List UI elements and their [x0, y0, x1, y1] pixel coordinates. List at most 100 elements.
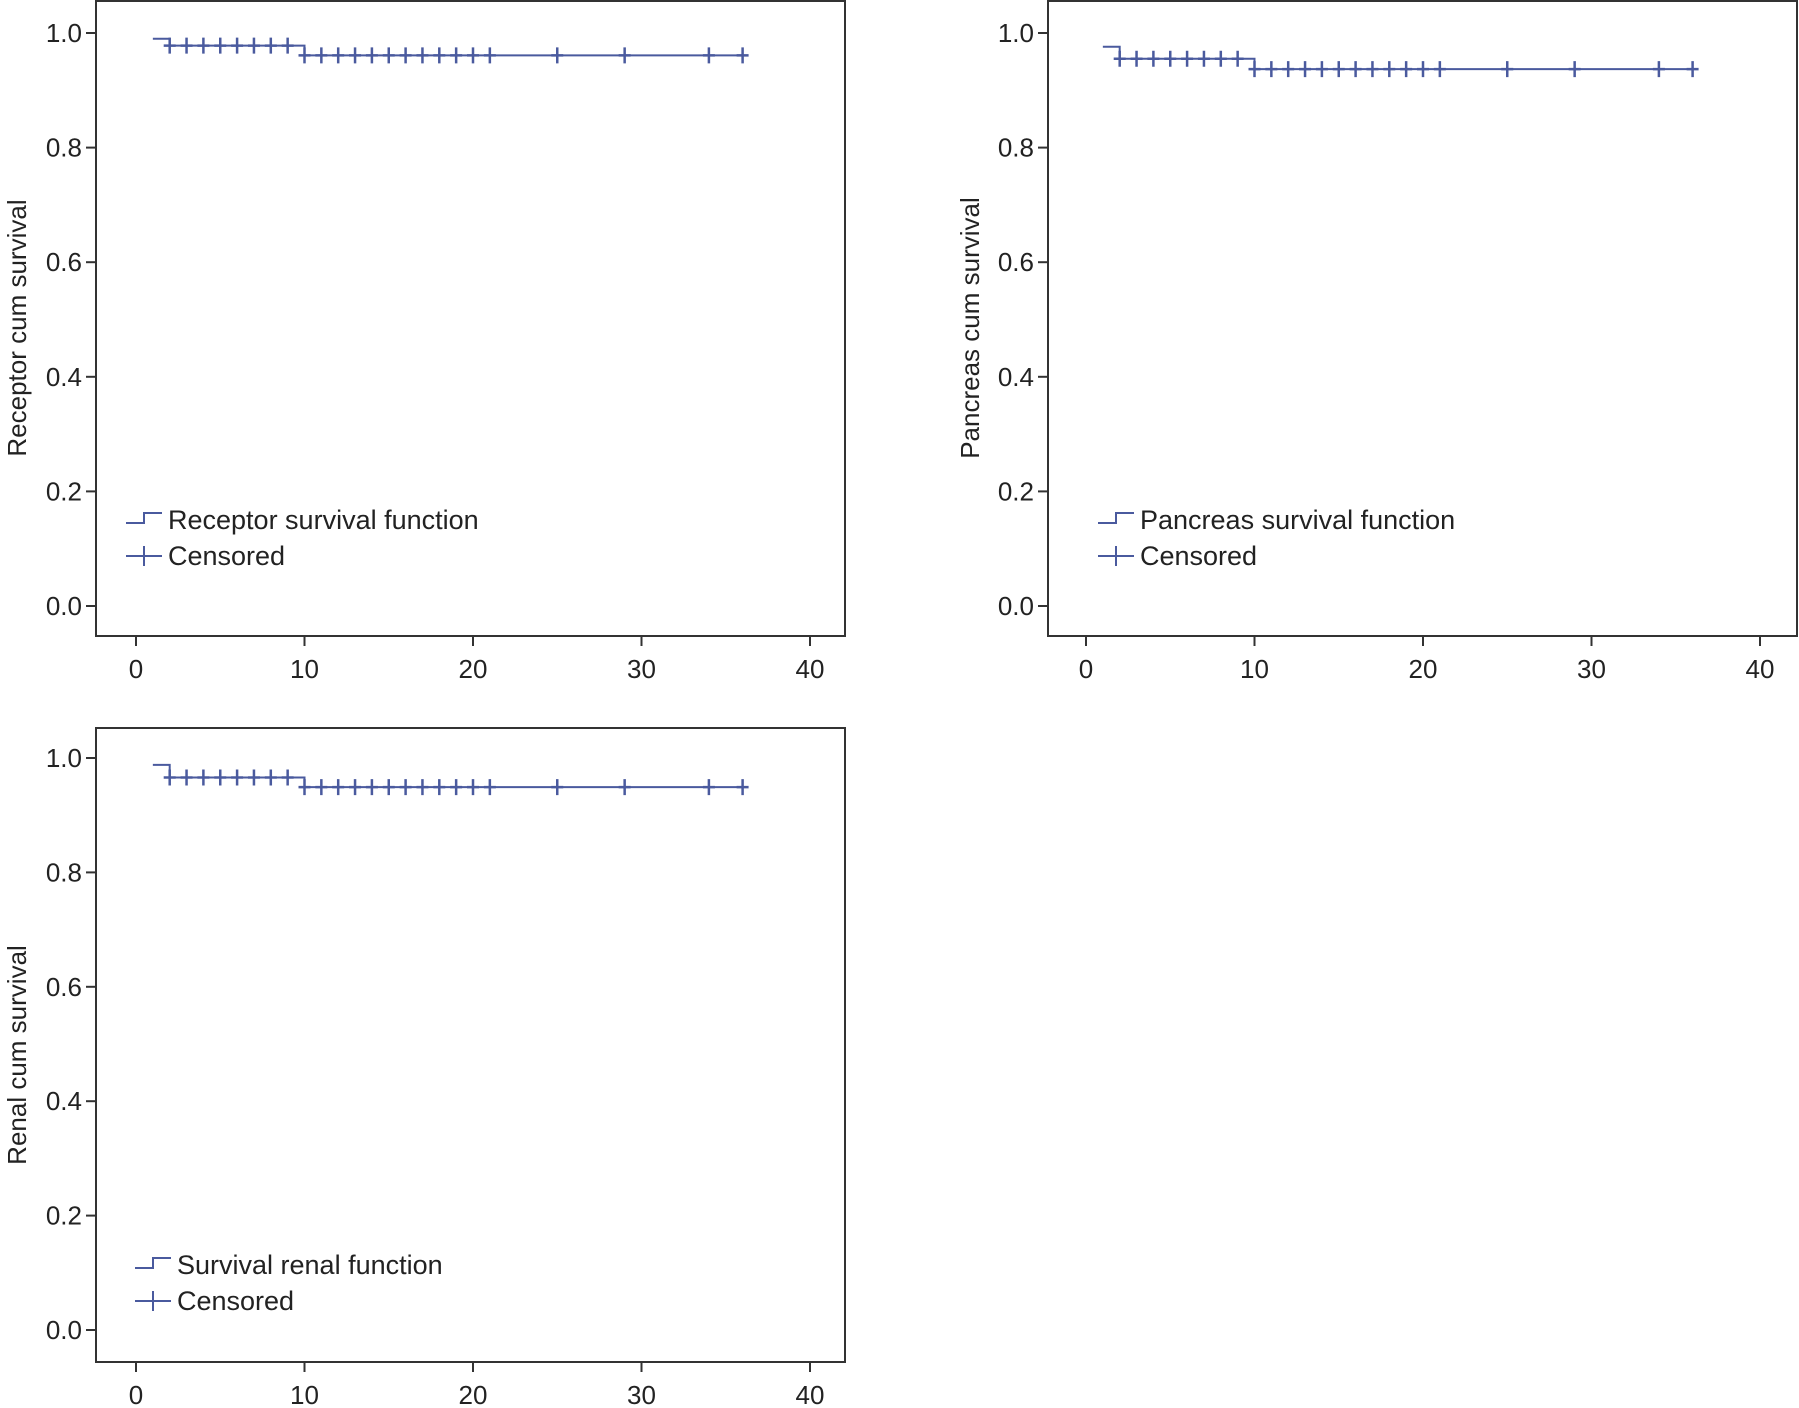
y-tick-label: 0.4: [46, 1086, 82, 1116]
censored-mark: [281, 769, 294, 786]
legend-label-censored: Censored: [1140, 541, 1257, 571]
y-tick-label: 0.0: [46, 591, 82, 621]
survival-step-line: [152, 763, 743, 789]
censored-mark: [332, 47, 345, 64]
censored-mark: [618, 47, 631, 64]
censored-mark: [197, 37, 210, 54]
legend-label-function: Survival renal function: [177, 1250, 443, 1280]
x-tick-label: 30: [1577, 654, 1606, 684]
y-tick-label: 0.4: [46, 362, 82, 392]
censored-mark: [416, 47, 429, 64]
censored-mark: [163, 37, 176, 54]
legend-label-censored: Censored: [168, 541, 285, 571]
y-axis-label: Renal cum survival: [2, 945, 32, 1165]
censored-mark: [450, 779, 463, 796]
censored-mark: [1332, 61, 1345, 78]
step-line-icon: [135, 1257, 171, 1269]
censored-mark: [483, 47, 496, 64]
censored-mark: [433, 779, 446, 796]
censored-mark: [197, 769, 210, 786]
censored-mark: [180, 769, 193, 786]
censored-mark: [1349, 61, 1362, 78]
y-tick-label: 0.2: [46, 1201, 82, 1231]
censored-mark: [349, 47, 362, 64]
censored-mark: [315, 779, 328, 796]
y-tick-label: 0.6: [998, 247, 1034, 277]
censored-mark: [551, 779, 564, 796]
x-tick-label: 30: [627, 1380, 656, 1408]
censored-mark: [1197, 50, 1210, 67]
censored-mark: [163, 769, 176, 786]
legend-label-censored: Censored: [177, 1286, 294, 1316]
y-tick-label: 0.2: [998, 476, 1034, 506]
y-tick-label: 0.8: [46, 133, 82, 163]
censored-mark: [298, 779, 311, 796]
censored-mark: [298, 47, 311, 64]
x-tick-label: 20: [459, 654, 488, 684]
censored-mark: [618, 779, 631, 796]
censored-mark: [365, 47, 378, 64]
censored-mark: [1214, 50, 1227, 67]
censored-mark: [736, 779, 749, 796]
y-tick-label: 0.6: [46, 247, 82, 277]
censored-mark: [1383, 61, 1396, 78]
censored-mark: [214, 769, 227, 786]
y-tick-label: 0.2: [46, 476, 82, 506]
step-line-icon: [1098, 512, 1134, 524]
y-tick-label: 0.0: [998, 591, 1034, 621]
censored-mark: [1366, 61, 1379, 78]
y-axis-label: Receptor cum survival: [2, 199, 32, 456]
censored-mark: [1501, 61, 1514, 78]
x-tick-label: 40: [796, 654, 825, 684]
x-tick-label: 0: [129, 1380, 143, 1408]
y-tick-label: 0.8: [998, 133, 1034, 163]
y-tick-label: 1.0: [46, 18, 82, 48]
censored-mark: [1433, 61, 1446, 78]
x-tick-label: 20: [459, 1380, 488, 1408]
censored-mark: [1147, 50, 1160, 67]
censored-mark: [399, 47, 412, 64]
censored-mark: [264, 769, 277, 786]
censored-mark: [180, 37, 193, 54]
censored-mark: [247, 769, 260, 786]
censored-mark: [702, 47, 715, 64]
censored-mark: [450, 47, 463, 64]
x-tick-label: 40: [1746, 654, 1775, 684]
censored-mark: [483, 779, 496, 796]
censored-mark: [1130, 50, 1143, 67]
x-tick-label: 10: [1240, 654, 1269, 684]
censored-mark: [214, 37, 227, 54]
censored-mark: [1652, 61, 1665, 78]
x-tick-label: 20: [1409, 654, 1438, 684]
plus-mark-icon: [126, 546, 162, 566]
censored-mark: [1248, 61, 1261, 78]
censored-mark: [231, 769, 244, 786]
plot-frame: [95, 727, 846, 1363]
censored-mark: [1400, 61, 1413, 78]
legend-label-function: Pancreas survival function: [1140, 505, 1455, 535]
censored-mark: [1164, 50, 1177, 67]
legend: Survival renal function Censored: [135, 1250, 443, 1316]
censored-mark: [1315, 61, 1328, 78]
y-tick-label: 1.0: [46, 743, 82, 773]
x-tick-label: 10: [290, 654, 319, 684]
censored-mark: [467, 779, 479, 796]
censored-mark: [264, 37, 277, 54]
plus-mark-icon: [1098, 546, 1134, 566]
censored-mark: [281, 37, 294, 54]
censored-mark: [1686, 61, 1699, 78]
censored-mark: [1282, 61, 1295, 78]
censored-mark: [1181, 50, 1194, 67]
censored-mark: [551, 47, 564, 64]
censored-mark: [1231, 50, 1244, 67]
y-tick-label: 0.4: [998, 362, 1034, 392]
censored-mark: [1417, 61, 1429, 78]
censored-mark: [247, 37, 260, 54]
censored-mark: [1265, 61, 1278, 78]
y-tick-label: 0.6: [46, 972, 82, 1002]
y-tick-label: 0.8: [46, 857, 82, 887]
chart-panel-1: 0.0 0.2 0.4 0.6 0.8 1.0 0 10 20 30 40 Receptor cum …: [2, 0, 846, 684]
survival-step-line: [152, 37, 743, 57]
censored-mark: [1568, 61, 1581, 78]
